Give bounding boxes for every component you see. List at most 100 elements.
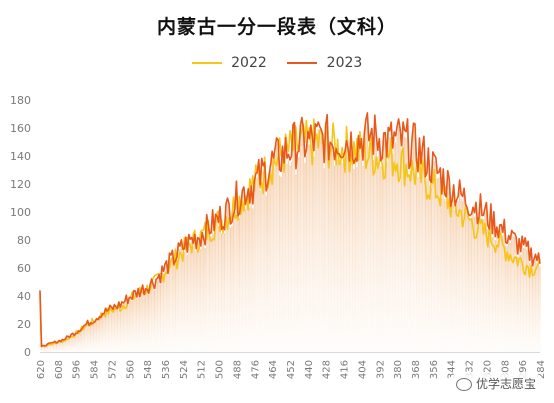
distribution-bar [287,160,290,352]
watermark-text: 优学志愿宝 [475,377,536,391]
distribution-bar [337,159,339,352]
distribution-bar [54,341,56,352]
x-tick-label: 452 [286,360,297,379]
distribution-bar [72,333,74,352]
distribution-bar [451,204,453,352]
x-tick-label: 512 [197,360,208,379]
x-tick-label: 308 [500,360,511,379]
x-tick-label: 476 [250,360,261,379]
distribution-bar [100,318,102,352]
distribution-bar [271,157,273,352]
distribution-bar [490,208,492,352]
distribution-bar [139,298,141,352]
distribution-bar [179,249,181,352]
distribution-bar [497,241,499,352]
distribution-bar [360,145,363,352]
distribution-bar [40,346,43,352]
distribution-bar [278,175,281,352]
distribution-bar [389,137,391,352]
distribution-bar [302,135,304,352]
distribution-bar [213,234,215,352]
distribution-bar [57,342,59,352]
distribution-bar [79,331,81,352]
distribution-bar [353,168,355,352]
distribution-bar [228,207,230,352]
distribution-bar [258,165,260,352]
distribution-bar [338,159,340,352]
distribution-bar [276,144,278,352]
distribution-bar [453,189,455,352]
distribution-bar [168,256,171,352]
distribution-bar [405,138,407,352]
distribution-bar [63,340,65,352]
distribution-bar [523,247,525,352]
distribution-bar [49,343,52,352]
distribution-bar [399,135,401,352]
distribution-bar [496,230,498,352]
distribution-bar [351,164,354,352]
distribution-bar [530,251,532,352]
distribution-bar [319,133,321,352]
distribution-bar [494,239,496,352]
legend-label-2023: 2023 [326,55,363,71]
x-tick-label: 536 [161,360,172,379]
distribution-bar [66,336,68,352]
y-tick-label: 120 [10,178,31,191]
distribution-bar [460,198,462,352]
distribution-bar [393,138,395,352]
distribution-bar [177,246,179,352]
distribution-bar [143,296,145,352]
distribution-bar [386,162,388,352]
distribution-bar [210,236,212,352]
distribution-bar [153,290,156,352]
distribution-bar [414,130,416,352]
legend-swatch-2023 [287,62,318,64]
distribution-bar [109,306,111,352]
distribution-bar [374,122,376,352]
distribution-bar [78,331,80,352]
distribution-bar [155,281,157,352]
x-tick-label: 344 [447,360,458,379]
distribution-bar [73,335,75,352]
y-tick-label: 180 [10,94,31,107]
distribution-bar [216,220,218,352]
distribution-bar [521,239,523,352]
distribution-bar [322,140,324,352]
distribution-bar [478,221,480,352]
distribution-bar [377,156,379,352]
x-tick-label: 356 [429,360,440,379]
legend-item-2023: 2023 [287,55,362,71]
distribution-bar [137,290,139,352]
distribution-bar [464,208,467,352]
distribution-bar [395,142,397,352]
distribution-bar [203,242,205,352]
distribution-bar [164,266,166,352]
distribution-bar [43,346,46,352]
distribution-bar [534,257,537,352]
distribution-bar [518,242,520,352]
distribution-bar [517,256,519,352]
distribution-bar [98,317,101,352]
distribution-bar [503,223,505,352]
x-tick-label: 572 [107,360,118,379]
x-tick-label: 320 [482,360,493,379]
legend-swatch-2022 [191,62,222,64]
distribution-bar [88,326,90,352]
distribution-bar [265,195,267,352]
legend-item-2022: 2022 [191,55,267,71]
y-tick-label: 20 [17,318,31,331]
distribution-bar [255,179,257,352]
y-tick-label: 100 [10,206,31,219]
distribution-bar [76,333,78,352]
distribution-bar [259,189,261,352]
distribution-bar [250,191,252,352]
distribution-bar [427,154,429,352]
distribution-bar [67,336,69,352]
distribution-bar [313,156,315,352]
distribution-bar [286,163,288,352]
distribution-bar [375,141,377,352]
distribution-bar [198,242,200,352]
distribution-bar [508,239,510,352]
distribution-bar [345,147,348,352]
distribution-bar [127,305,129,352]
